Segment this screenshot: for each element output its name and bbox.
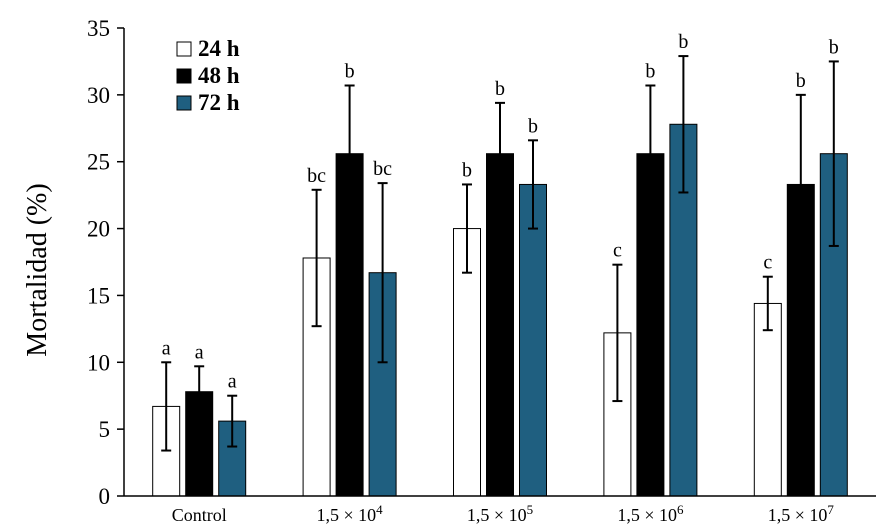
legend: 24 h48 h72 h bbox=[176, 36, 240, 115]
significance-label: b bbox=[796, 70, 806, 92]
significance-label: b bbox=[462, 159, 472, 181]
legend-label: 72 h bbox=[198, 90, 240, 115]
legend-swatch bbox=[176, 95, 192, 111]
y-tick-label: 5 bbox=[99, 417, 111, 442]
x-tick-label: 1,5 × 105 bbox=[467, 502, 533, 526]
significance-label: b bbox=[528, 115, 538, 137]
y-tick-label: 30 bbox=[87, 83, 110, 108]
x-tick-label: 1,5 × 107 bbox=[768, 502, 835, 526]
significance-label: a bbox=[195, 341, 204, 363]
significance-label: b bbox=[645, 60, 655, 82]
x-tick-label: 1,5 × 106 bbox=[617, 502, 684, 526]
legend-label: 48 h bbox=[198, 63, 240, 88]
x-tick-label: Control bbox=[172, 505, 227, 525]
bar bbox=[753, 302, 782, 497]
legend-label: 24 h bbox=[198, 36, 240, 61]
x-tick-label: 1,5 × 104 bbox=[317, 502, 384, 526]
significance-label: a bbox=[228, 371, 237, 393]
significance-label: b bbox=[678, 31, 688, 53]
y-tick-label: 15 bbox=[87, 283, 110, 308]
axes-layer: 0 5 10 15 20 25 30 35 Control 1,5 × 104 1,5 × 105 1… bbox=[87, 16, 876, 525]
significance-label: b bbox=[345, 60, 355, 82]
significance-label: b bbox=[495, 78, 505, 100]
significance-label: c bbox=[763, 252, 772, 274]
y-tick-label: 10 bbox=[87, 350, 110, 375]
y-tick-label: 20 bbox=[87, 217, 110, 242]
y-axis-title: Mortalidad (%) bbox=[22, 183, 53, 356]
significance-label: a bbox=[162, 337, 171, 359]
y-tick-label: 35 bbox=[87, 16, 110, 41]
bar bbox=[519, 183, 547, 497]
error-bars-layer bbox=[161, 55, 839, 452]
legend-swatch bbox=[176, 41, 192, 57]
significance-label: bc bbox=[307, 165, 326, 187]
bar bbox=[486, 153, 514, 497]
legend-swatch bbox=[176, 68, 192, 84]
bar bbox=[302, 257, 331, 497]
significance-label: b bbox=[829, 36, 839, 58]
y-tick-label: 25 bbox=[87, 150, 110, 175]
significance-label: bc bbox=[373, 158, 392, 180]
y-tick-label: 0 bbox=[99, 484, 111, 509]
significance-label: c bbox=[613, 240, 622, 262]
